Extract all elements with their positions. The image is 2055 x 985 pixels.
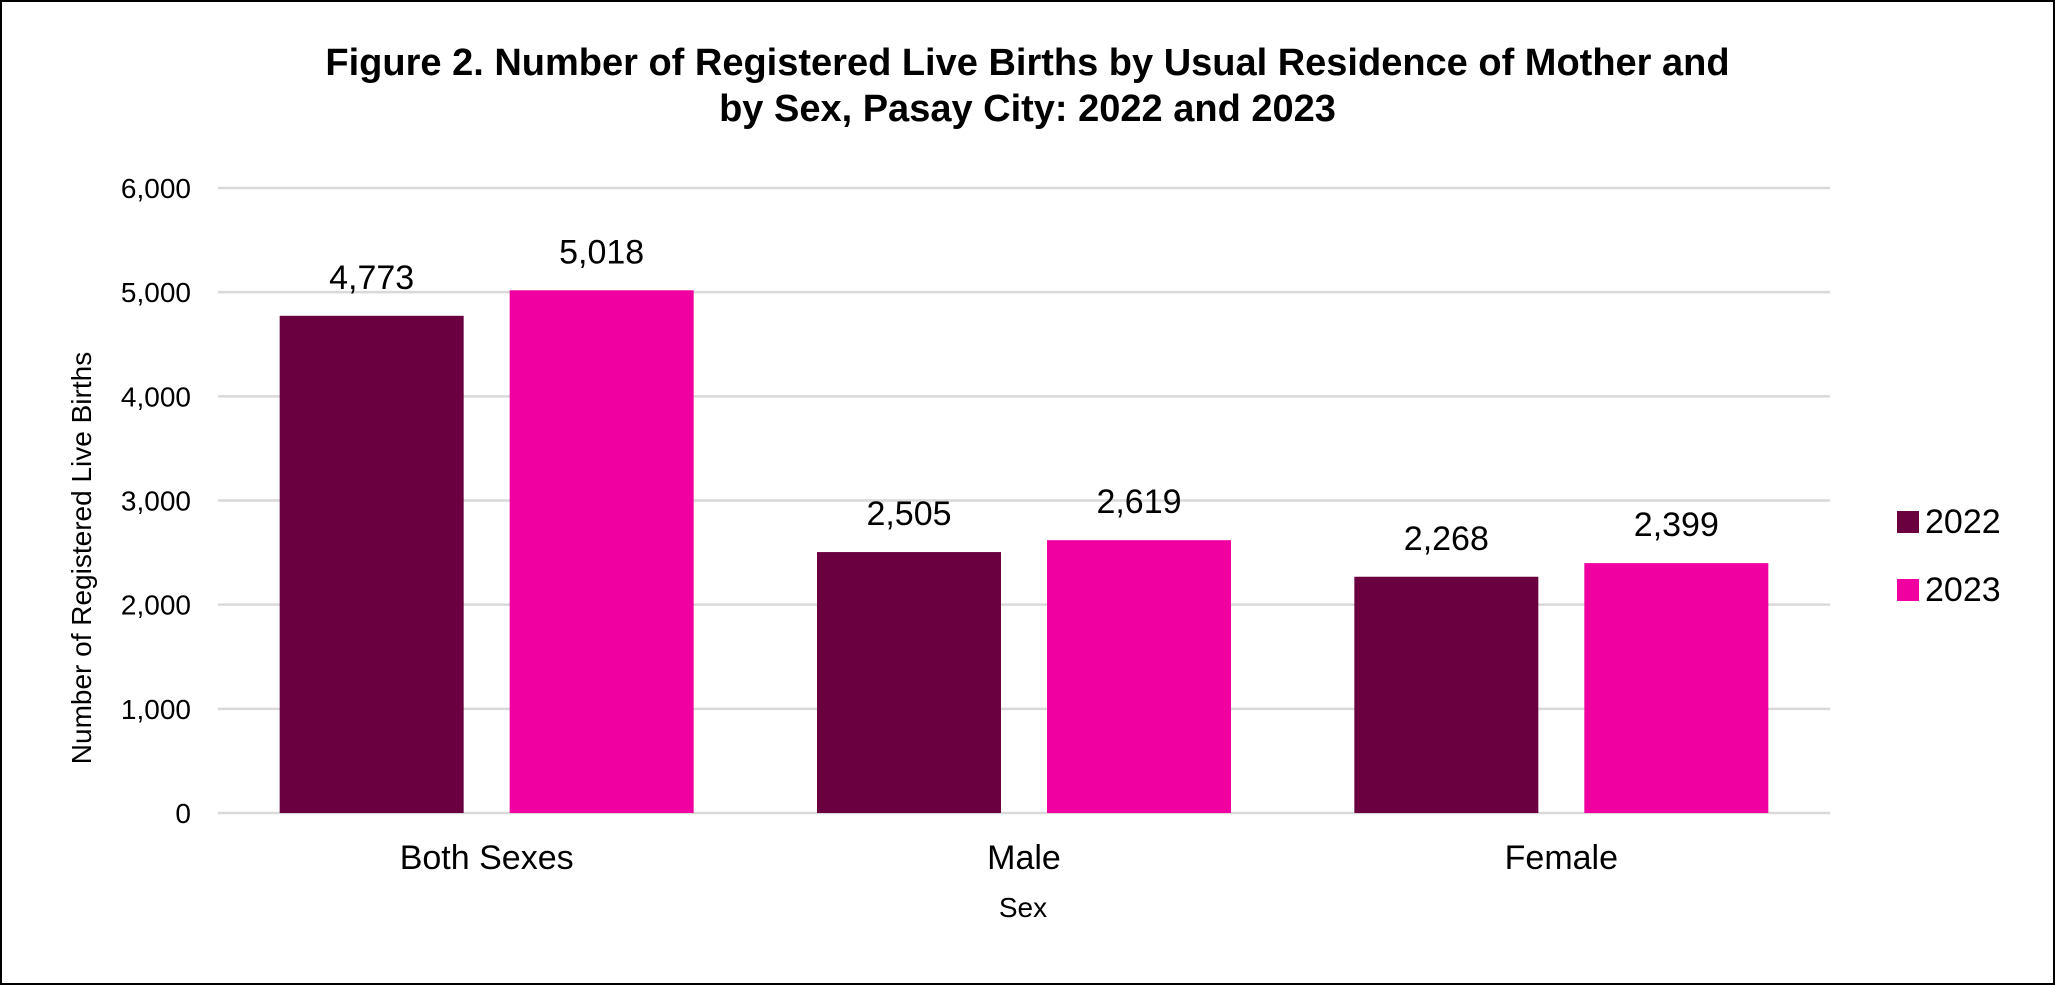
bars: [279, 290, 1769, 814]
bar-2023-male: [1047, 540, 1231, 813]
y-tick-label: 5,000: [121, 277, 191, 308]
data-label: 2,399: [1634, 506, 1719, 544]
data-label: 5,018: [559, 233, 644, 271]
bar-2023-both-sexes: [509, 290, 694, 814]
gridlines: [218, 186, 1830, 815]
x-tick-label: Both Sexes: [400, 839, 574, 877]
x-tick-label: Male: [987, 839, 1061, 877]
y-axis-title: Number of Registered Live Births: [66, 352, 97, 764]
data-label: 2,268: [1404, 520, 1489, 558]
y-tick-label: 3,000: [121, 486, 191, 517]
data-label: 2,619: [1096, 483, 1181, 521]
y-tick-label: 6,000: [121, 173, 191, 204]
y-axis-tick-labels: 0 1,000 2,000 3,000 4,000 5,000 6,000: [121, 173, 191, 829]
y-tick-label: 0: [175, 798, 191, 829]
chart-title-line-1: Figure 2. Number of Registered Live Birt…: [325, 42, 1730, 84]
legend-swatch: [1897, 511, 1919, 533]
bar-2023-female: [1584, 563, 1769, 813]
x-axis-title: Sex: [999, 892, 1047, 923]
bar-2022-male: [817, 552, 1001, 813]
data-labels: 4,773 5,018 2,505 2,619 2,268 2,399: [329, 233, 1719, 557]
bar-2022-female: [1354, 576, 1539, 813]
data-label: 4,773: [329, 259, 414, 297]
legend-label: 2023: [1925, 570, 2001, 609]
y-tick-label: 4,000: [121, 381, 191, 412]
bar-2022-both-sexes: [279, 315, 464, 813]
y-tick-label: 1,000: [121, 694, 191, 725]
legend-label: 2022: [1925, 502, 2001, 541]
chart-title-line-2: by Sex, Pasay City: 2022 and 2023: [719, 88, 1336, 130]
legend-item-2022: 2022: [1897, 502, 2001, 542]
legend-item-2023: 2023: [1897, 570, 2001, 610]
y-tick-label: 2,000: [121, 590, 191, 621]
legend-swatch: [1897, 579, 1919, 601]
data-label: 2,505: [866, 495, 951, 533]
legend: 2022 2023: [1897, 502, 2001, 638]
chart-title: Figure 2. Number of Registered Live Birt…: [2, 40, 2053, 132]
x-tick-label: Female: [1505, 839, 1618, 877]
x-axis-tick-labels: Both Sexes Male Female: [400, 839, 1618, 877]
